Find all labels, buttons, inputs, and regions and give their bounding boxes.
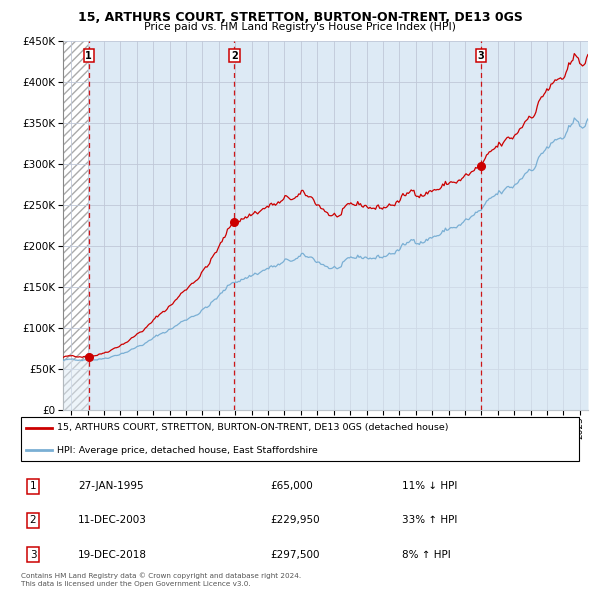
Text: 8% ↑ HPI: 8% ↑ HPI [402,550,451,559]
Text: 2: 2 [29,516,37,525]
Text: HPI: Average price, detached house, East Staffordshire: HPI: Average price, detached house, East… [58,445,318,454]
Text: 11% ↓ HPI: 11% ↓ HPI [402,481,457,491]
Text: 2: 2 [231,51,238,61]
Text: 33% ↑ HPI: 33% ↑ HPI [402,516,457,525]
Text: £65,000: £65,000 [270,481,313,491]
Text: 3: 3 [29,550,37,559]
Text: 3: 3 [478,51,484,61]
Text: 1: 1 [29,481,37,491]
Text: £229,950: £229,950 [270,516,320,525]
Text: 1: 1 [85,51,92,61]
Text: £297,500: £297,500 [270,550,320,559]
Text: 15, ARTHURS COURT, STRETTON, BURTON-ON-TRENT, DE13 0GS: 15, ARTHURS COURT, STRETTON, BURTON-ON-T… [77,11,523,24]
Text: Price paid vs. HM Land Registry's House Price Index (HPI): Price paid vs. HM Land Registry's House … [144,22,456,32]
Text: 27-JAN-1995: 27-JAN-1995 [78,481,143,491]
Text: 15, ARTHURS COURT, STRETTON, BURTON-ON-TRENT, DE13 0GS (detached house): 15, ARTHURS COURT, STRETTON, BURTON-ON-T… [58,424,449,432]
Text: 11-DEC-2003: 11-DEC-2003 [78,516,147,525]
Bar [63,41,88,410]
Text: Contains HM Land Registry data © Crown copyright and database right 2024.
This d: Contains HM Land Registry data © Crown c… [21,572,301,587]
Text: 19-DEC-2018: 19-DEC-2018 [78,550,147,559]
